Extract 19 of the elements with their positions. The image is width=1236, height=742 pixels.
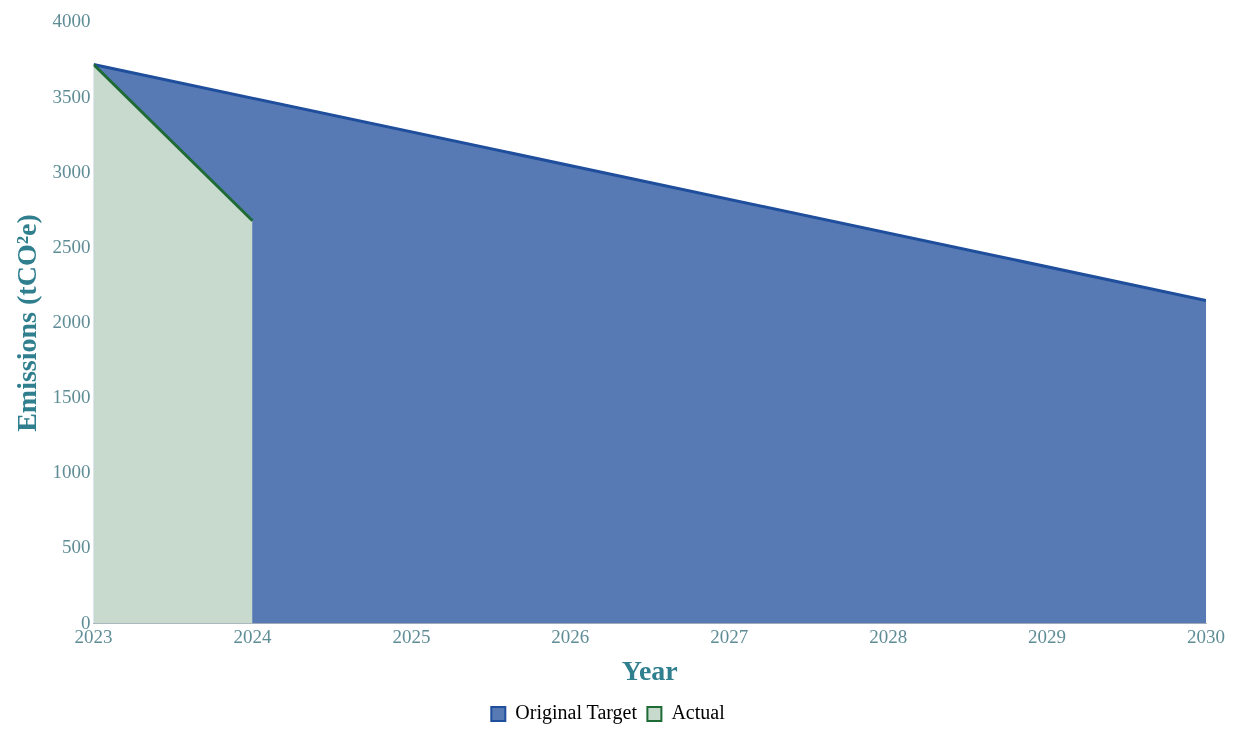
- y-tick-label: 3500: [52, 85, 91, 107]
- y-tick-label: 3000: [52, 160, 91, 182]
- y-axis-title: Emissions (tCO²e): [11, 214, 43, 432]
- y-tick-label: 2500: [52, 235, 91, 257]
- x-tick-label: 2024: [233, 625, 273, 647]
- y-tick-label: 2000: [52, 310, 91, 332]
- x-tick-label: 2027: [710, 625, 749, 647]
- y-tick-label: 500: [62, 536, 91, 558]
- x-tick-label: 2028: [869, 625, 908, 647]
- legend-label: Original Target: [515, 701, 638, 725]
- y-tick-label: 4000: [52, 10, 91, 32]
- x-axis-title: Year: [621, 655, 678, 687]
- x-tick-label: 2025: [392, 625, 431, 647]
- x-tick-label: 2029: [1028, 625, 1067, 647]
- x-tick-label: 2030: [1187, 625, 1225, 647]
- x-tick-label: 2026: [551, 625, 590, 647]
- y-tick-label: 1000: [52, 461, 91, 483]
- y-tick-label: 1500: [52, 386, 91, 408]
- legend-label: Actual: [671, 701, 726, 724]
